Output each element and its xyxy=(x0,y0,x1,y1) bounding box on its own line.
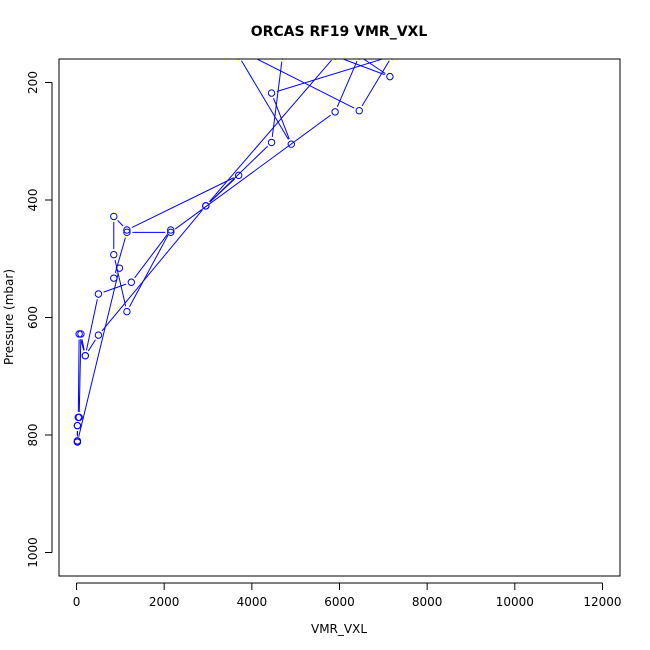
x-tick-label: 4000 xyxy=(237,595,268,609)
x-tick-label: 8000 xyxy=(412,595,443,609)
series-segment xyxy=(85,299,98,351)
data-point xyxy=(110,274,118,282)
data-point xyxy=(94,290,103,298)
series-segment xyxy=(101,209,203,332)
y-tick-label: 800 xyxy=(26,424,40,447)
data-point xyxy=(234,171,243,180)
series-segment xyxy=(131,177,234,228)
series-segment xyxy=(129,234,169,308)
data-point xyxy=(81,351,89,360)
series-segment xyxy=(361,60,390,107)
x-tick-label: 0 xyxy=(73,595,81,609)
data-point xyxy=(240,49,246,55)
x-tick-label: 6000 xyxy=(324,595,355,609)
series-segment xyxy=(255,59,355,109)
data-point xyxy=(267,138,276,147)
data-point xyxy=(236,59,241,60)
data-point xyxy=(73,438,82,446)
plot-frame xyxy=(58,58,621,577)
series-segment xyxy=(77,339,80,412)
series-segment xyxy=(209,59,332,203)
data-point xyxy=(127,278,136,286)
data-point xyxy=(77,330,85,338)
series-segment xyxy=(209,178,236,203)
series xyxy=(73,49,395,446)
x-axis: 0 2000 4000 6000 8000 10000 12000 xyxy=(73,582,622,609)
series-segment xyxy=(78,273,119,437)
series-segment xyxy=(276,59,385,92)
data-point xyxy=(287,140,295,148)
data-point xyxy=(386,72,394,81)
data-point xyxy=(75,413,83,422)
data-point xyxy=(332,59,338,60)
data-point xyxy=(110,212,118,221)
x-tick-label: 2000 xyxy=(149,595,180,609)
x-axis-label: VMR_VXL xyxy=(311,622,367,636)
data-point xyxy=(110,250,118,259)
data-point xyxy=(280,59,285,60)
series-segment xyxy=(114,237,126,273)
y-axis: 200 400 600 800 1000 xyxy=(26,71,53,568)
y-tick-label: 1000 xyxy=(26,537,40,568)
y-tick-label: 200 xyxy=(26,71,40,94)
series-segment xyxy=(336,60,358,108)
y-tick-label: 600 xyxy=(26,306,40,329)
series-segment xyxy=(87,339,96,352)
data-point xyxy=(94,331,103,339)
y-axis-label: Pressure (mbar) xyxy=(2,269,16,365)
data-point xyxy=(167,228,175,237)
data-point xyxy=(73,421,82,430)
y-tick-label: 400 xyxy=(26,189,40,212)
chart-title: ORCAS RF19 VMR_VXL xyxy=(251,24,428,40)
data-point xyxy=(123,307,131,316)
series-layer xyxy=(73,49,395,446)
series-segment xyxy=(117,220,124,227)
data-point xyxy=(331,108,339,116)
data-point xyxy=(123,228,131,237)
data-point xyxy=(356,59,362,60)
data-point xyxy=(267,89,276,97)
x-tick-label: 10000 xyxy=(496,595,534,609)
data-point xyxy=(115,264,124,272)
series-segment xyxy=(174,114,331,230)
series-segment xyxy=(241,60,289,140)
series-segment xyxy=(81,339,85,351)
series-segment xyxy=(271,61,283,138)
data-point xyxy=(123,226,131,234)
series-segment xyxy=(134,234,168,279)
data-point xyxy=(202,202,210,210)
series-segment xyxy=(78,339,82,412)
data-point xyxy=(167,226,175,234)
series-segment xyxy=(363,59,386,74)
series-segment xyxy=(341,59,385,76)
data-point xyxy=(355,107,363,115)
data-point xyxy=(389,59,395,60)
x-tick-label: 12000 xyxy=(583,595,621,609)
